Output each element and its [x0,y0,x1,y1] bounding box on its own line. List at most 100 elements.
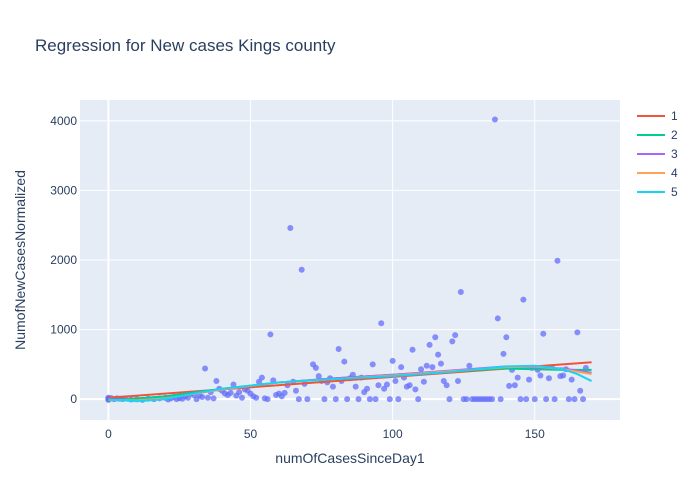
data-point [489,396,496,403]
data-point [298,266,305,273]
legend[interactable]: 1 2 3 4 5 [637,109,678,199]
data-point [386,396,393,403]
gridlines [80,100,620,420]
data-point [514,374,521,381]
data-point [423,362,430,369]
data-point [577,387,584,394]
data-point [389,357,396,364]
data-point [497,396,504,403]
data-point [446,396,453,403]
data-point [321,396,328,403]
data-point [543,396,550,403]
x-axis-title: numOfCasesSinceDay1 [275,450,425,466]
data-point [199,394,206,401]
data-point [352,383,359,390]
data-point [398,364,405,371]
y-tick-label: 4000 [50,114,77,128]
data-point [383,381,390,388]
legend-item-1[interactable]: 1 [637,109,678,123]
data-point [551,396,558,403]
data-point [580,396,587,403]
data-point [264,396,271,403]
y-axis-ticks: 0 1000 2000 3000 4000 [50,114,77,406]
data-point [437,360,444,367]
data-point [506,382,513,389]
data-point [449,338,456,345]
data-point [329,383,336,390]
data-point [523,396,530,403]
y-tick-label: 2000 [50,253,77,267]
data-point [315,373,322,380]
data-point [213,378,220,385]
data-point [392,378,399,385]
y-tick-label: 1000 [50,323,77,337]
data-point [202,365,209,372]
data-point [239,394,245,401]
data-point [560,372,567,379]
legend-item-3[interactable]: 3 [637,147,678,161]
data-point [378,320,385,327]
legend-item-2[interactable]: 2 [637,128,678,142]
data-point [420,378,427,385]
legend-label: 4 [671,166,678,180]
data-point [366,396,373,403]
regression-line-5 [108,364,593,403]
data-point [287,225,294,231]
data-point [293,387,299,394]
data-point [372,396,379,403]
data-point [435,351,442,358]
legend-label: 3 [671,147,678,161]
data-point [412,386,419,393]
data-point [395,396,402,403]
data-point [455,378,461,385]
data-point [355,396,362,403]
data-point [332,396,339,403]
data-point [281,389,288,396]
legend-label: 1 [671,109,678,123]
data-point [344,396,351,403]
data-point [545,375,552,382]
data-point [364,385,371,392]
data-point [554,257,561,264]
data-point [375,382,382,389]
data-point [540,330,547,337]
data-point [335,346,342,353]
legend-label: 5 [671,185,678,199]
data-point [491,116,498,123]
legend-item-4[interactable]: 4 [637,166,678,180]
y-tick-label: 3000 [50,183,77,197]
data-point [406,382,413,389]
data-point [531,396,538,403]
data-point [204,394,211,401]
chart-title: Regression for New cases Kings county [35,36,336,55]
data-point [227,389,234,396]
data-point [429,364,436,371]
data-point [253,394,260,401]
data-point [574,329,581,336]
data-point [565,396,572,403]
data-point [511,382,518,389]
data-point [267,331,274,338]
data-point [369,361,376,368]
data-point [520,296,527,303]
data-point [457,289,464,295]
data-point [517,396,524,403]
regression-lines [108,361,593,403]
data-point [443,382,450,389]
data-point [236,389,243,396]
data-point [341,358,348,365]
x-tick-label: 100 [383,427,403,441]
legend-label: 2 [671,128,678,142]
data-point [304,396,311,403]
x-tick-label: 0 [105,427,112,441]
data-point [463,396,470,403]
y-axis-title: NumofNewCasesNormalized [12,170,28,350]
data-point [571,396,578,403]
data-point [500,350,507,357]
data-point [537,372,544,379]
legend-item-5[interactable]: 5 [637,185,678,199]
data-point [409,346,416,353]
data-point [295,396,302,403]
x-tick-label: 50 [244,427,258,441]
data-point [312,364,319,371]
